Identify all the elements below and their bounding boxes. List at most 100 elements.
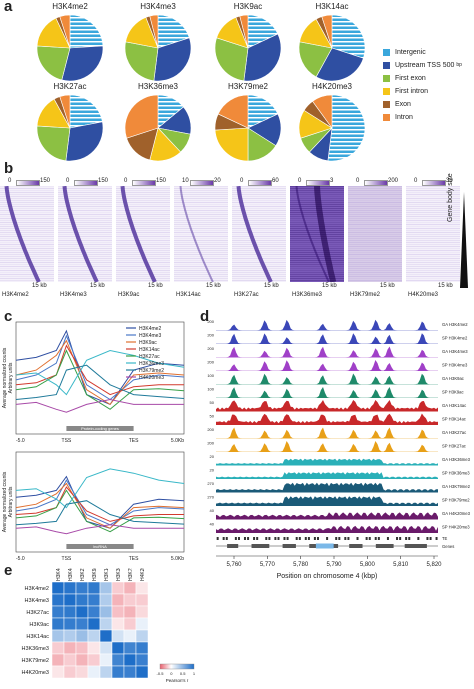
coverage-track — [216, 319, 438, 331]
track-label: GA H3K36me3 — [442, 457, 471, 462]
track-label: GA H4K20me3 — [442, 511, 471, 516]
legend-item: First exon — [383, 72, 462, 84]
legend-label: Upstream TSS 500 — [395, 61, 455, 69]
coverage-track — [216, 387, 438, 398]
profile-line-h3k36me3 — [15, 468, 185, 509]
matrix-cell — [135, 581, 149, 595]
pie-slice-upstream — [153, 37, 192, 82]
heatmap-kb-label: 15 kb — [90, 283, 105, 289]
te-feature — [222, 537, 225, 540]
legend-label: Intergenic — [395, 48, 426, 56]
matrix-cell — [63, 641, 77, 655]
panel-c-ylabel: Average normalized counts — [2, 347, 8, 408]
legend-sup: bp — [456, 62, 462, 68]
matrix-cell — [135, 665, 149, 679]
legend-label: First exon — [395, 74, 426, 82]
matrix-cell — [87, 605, 101, 619]
heatmap-label: H3K4me3 — [60, 292, 87, 298]
pie-title: H3K4me2 — [52, 2, 88, 11]
matrix-cell — [135, 653, 149, 667]
matrix-row-label: H3K27ac — [26, 610, 49, 616]
matrix-cell — [75, 665, 89, 679]
te-feature — [237, 537, 240, 540]
heatmap — [0, 186, 54, 282]
matrix-cell — [87, 617, 101, 631]
pie-slice-upstream — [65, 121, 104, 162]
gene-body-size-label: Gene body size — [447, 173, 454, 222]
panel-c-profiles: Average normalized counts Arbitrary units… — [2, 321, 185, 562]
panel-c-gene-label: lncRNA — [93, 544, 107, 549]
heatmap-kb-label: 15 kb — [322, 283, 337, 289]
pie-slice-upstream — [315, 47, 364, 82]
matrix-cell — [123, 665, 137, 679]
matrix-cell — [99, 629, 113, 643]
gene-body-size-wedge — [460, 192, 468, 288]
track-label: SP H3K79me2 — [442, 498, 470, 503]
legend-swatch — [383, 87, 390, 95]
pie-slice-upstream — [243, 33, 282, 82]
panel-c-xtick: -5.0 — [16, 556, 25, 562]
matrix-cell — [51, 665, 65, 679]
heatmap-label: H3K27ac — [234, 292, 259, 298]
matrix-cell — [111, 641, 125, 655]
gene-model — [375, 544, 394, 548]
pie-title: H3K9ac — [233, 2, 263, 11]
matrix-cell — [111, 581, 125, 595]
legend-item: Intergenic — [383, 46, 462, 58]
te-feature — [326, 537, 329, 540]
track-scale: 200 — [207, 346, 214, 351]
pie-chart — [36, 94, 104, 162]
panel-c-axes-box — [15, 451, 185, 553]
matrix-cell — [51, 629, 65, 643]
heatmap-scale-min: 0 — [8, 178, 12, 184]
x-tick-label: 5,780 — [293, 562, 309, 568]
heatmap-colorbar — [306, 180, 330, 186]
matrix-col-label: H3K36me3 — [116, 568, 122, 581]
panel-c-ylabel: Average normalized counts — [2, 471, 8, 532]
matrix-cell — [111, 629, 125, 643]
track-scale: 50 — [210, 414, 215, 419]
pie-slice-intergenic — [69, 14, 104, 49]
heatmap-scale-min: 0 — [414, 178, 418, 184]
matrix-cell — [123, 617, 137, 631]
heatmap — [290, 186, 344, 282]
matrix-cell — [99, 665, 113, 679]
panel-label-b: b — [4, 160, 14, 177]
track-label: SP H3K14ac — [442, 417, 466, 422]
te-feature — [277, 537, 280, 540]
track-label: GA H3K9ac — [442, 376, 464, 381]
matrix-row-label: H4K20me3 — [21, 670, 49, 676]
x-tick-label: 5,770 — [260, 562, 276, 568]
matrix-cell — [123, 593, 137, 607]
heatmap-scale-max: 60 — [272, 178, 279, 184]
matrix-cell — [87, 653, 101, 667]
heatmap — [116, 186, 170, 282]
matrix-cell — [75, 605, 89, 619]
coverage-track — [216, 333, 438, 344]
matrix-cell — [51, 641, 65, 655]
matrix-cell — [63, 605, 77, 619]
legend-swatch — [383, 100, 390, 108]
heatmap-scale-min: 0 — [124, 178, 128, 184]
pie-slice-intron — [59, 94, 71, 129]
heatmap-scale-max: 150 — [98, 178, 109, 184]
heatmap-colorbar — [16, 180, 40, 186]
pie-chart — [36, 14, 104, 82]
heatmap — [406, 186, 460, 282]
matrix-cell — [123, 641, 137, 655]
track-scale: 20 — [210, 454, 215, 459]
te-feature — [335, 537, 338, 540]
profile-line-h3k79me2 — [15, 500, 185, 526]
te-feature — [386, 537, 389, 540]
te-feature — [368, 537, 371, 540]
track-scale: 270 — [207, 481, 214, 486]
matrix-cell — [99, 581, 113, 595]
matrix-col-label: H3K4me2 — [56, 568, 62, 581]
legend-swatch — [383, 61, 390, 69]
panel-e-correlation: H3K4me2 H3K4me2 H3K4me3 H3K4me3 H3K27ac H3K27… — [21, 568, 195, 683]
matrix-cell — [123, 653, 137, 667]
legend-label: Exon — [395, 100, 411, 108]
matrix-col-label: H3K79me2 — [128, 568, 134, 581]
legend-label: First intron — [395, 87, 429, 95]
pie-slice-intron — [217, 94, 249, 129]
